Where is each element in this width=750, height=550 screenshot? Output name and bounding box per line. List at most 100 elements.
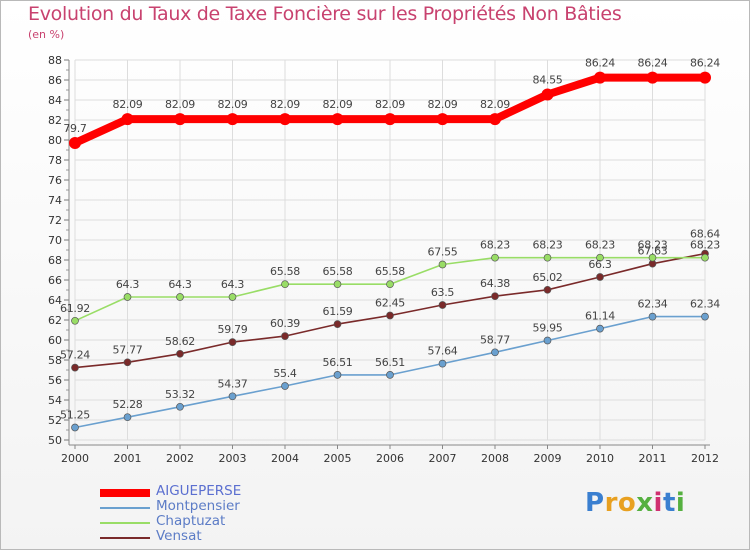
data-point [228,392,237,401]
y-tick-label: 56 [48,374,62,387]
data-point [123,413,132,422]
data-label: 64.38 [480,277,510,290]
data-point [228,293,237,301]
x-tick-label: 2009 [534,452,562,465]
data-label: 82.09 [165,98,195,111]
logo-letter: o [617,488,637,518]
data-label: 86.24 [690,57,720,70]
data-point [123,293,132,301]
data-point [331,113,344,126]
axes: 2000 2001 2002 2003 2004 2005 2006 2007 2008 2009… [48,54,719,465]
y-tick-label: 64 [48,294,62,307]
line-chart: 2000 2001 2002 2003 2004 2005 2006 2007 2008 2009… [48,54,721,465]
data-point [646,71,659,84]
logo-letter: t [662,488,676,518]
y-tick-label: 52 [48,414,62,427]
x-tick-label: 2007 [429,452,457,465]
proxiti-logo: Proxiti [585,488,685,518]
data-label: 68.23 [690,239,720,252]
y-tick-label: 88 [48,54,62,67]
data-label: 82.09 [218,98,248,111]
legend-swatch [100,507,150,509]
data-point [333,371,342,379]
data-label: 67.63 [638,245,668,258]
data-label: 56.51 [375,356,405,369]
data-label: 61.14 [585,310,615,323]
x-tick-label: 2012 [691,452,719,465]
data-label: 63.5 [431,286,455,299]
x-tick-label: 2011 [639,452,667,465]
data-point [226,113,239,126]
data-point [596,324,604,333]
data-point [701,312,709,321]
x-tick-label: 2005 [324,452,352,465]
x-tick-label: 2010 [586,452,614,465]
data-label: 68.23 [480,239,510,252]
data-label: 68.64 [690,228,720,241]
y-tick-label: 62 [48,314,62,327]
data-point [71,423,79,432]
data-point [648,253,657,262]
data-point [281,332,289,340]
y-tick-label: 78 [48,154,62,167]
logo-letter: P [585,488,605,518]
unit-label: (en %) [28,28,65,41]
data-point [121,113,134,126]
legend-label: AIGUEPERSE [156,483,242,499]
series [69,71,711,432]
data-label: 62.34 [690,298,720,311]
data-label: 84.55 [533,74,563,87]
data-label: 65.02 [533,271,563,284]
data-label: 62.45 [375,297,405,310]
data-point [174,113,186,126]
data-point [541,88,554,101]
y-tick-label: 82 [48,114,62,127]
data-point [491,348,499,357]
data-point [594,71,606,84]
data-label: 86.24 [585,57,615,70]
data-point [281,280,289,289]
legend-swatch [100,537,150,539]
data-label: 66.3 [588,258,612,271]
data-label: 64.3 [116,278,140,291]
data-label: 61.92 [60,302,90,315]
y-tick-label: 60 [48,334,62,347]
data-point [699,71,711,84]
legend-swatch [100,522,150,524]
data-label: 55.4 [273,367,297,380]
data-point [596,253,604,262]
data-point [176,402,184,411]
legend-swatch [100,489,150,497]
x-tick-label: 2006 [376,452,404,465]
data-label: 82.09 [428,98,458,111]
data-label: 51.25 [60,409,90,422]
data-label: 56.51 [323,356,353,369]
data-point [436,113,449,126]
y-tick-label: 70 [48,234,62,247]
x-tick-label: 2002 [166,452,194,465]
y-tick-label: 74 [48,194,62,207]
data-label: 68.23 [585,239,615,252]
data-point [71,316,79,325]
data-label: 65.58 [375,265,405,278]
legend-item: Vensat [100,528,340,545]
data-point [438,359,447,368]
data-point [333,320,342,328]
logo-letter: x [636,488,654,518]
data-label: 57.64 [428,345,458,358]
data-label: 58.77 [480,333,510,346]
data-point [438,301,447,309]
x-tick-label: 2001 [114,452,142,465]
legend-item: AIGUEPERSE [100,483,340,500]
logo-letter: r [604,488,618,518]
data-point [386,371,394,379]
logo-letter: i [653,488,663,518]
logo-letter: i [675,488,686,518]
data-point [176,349,184,358]
data-label: 64.3 [221,278,245,291]
y-tick-label: 86 [48,74,62,87]
data-label: 68.23 [638,239,668,252]
data-label: 82.09 [270,98,300,111]
data-label: 67.55 [428,246,458,259]
